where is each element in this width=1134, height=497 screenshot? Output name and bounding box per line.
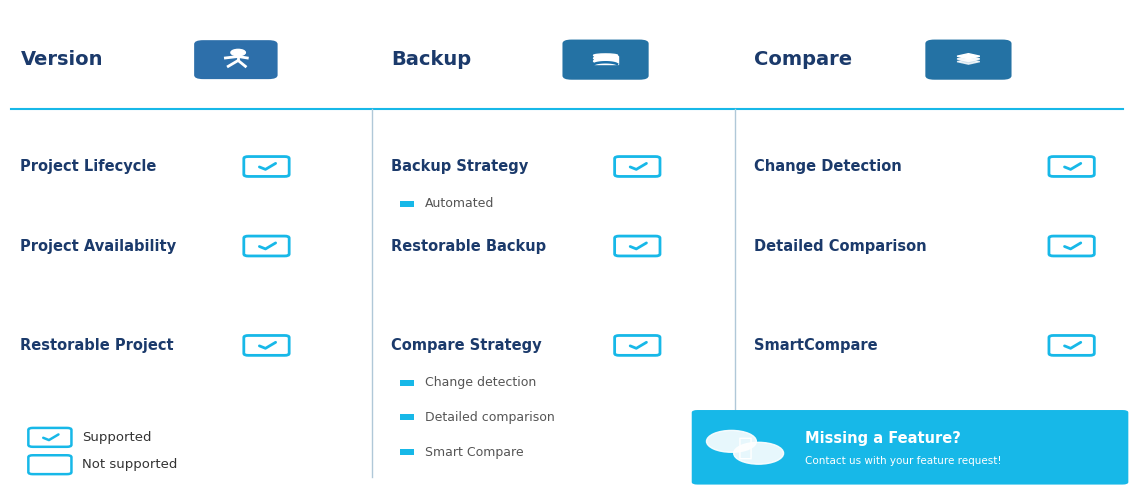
Text: Compare: Compare: [754, 50, 853, 69]
Text: Not supported: Not supported: [82, 458, 177, 471]
Text: Missing a Feature?: Missing a Feature?: [805, 431, 960, 446]
FancyBboxPatch shape: [400, 380, 414, 386]
FancyBboxPatch shape: [692, 410, 1128, 485]
FancyBboxPatch shape: [28, 455, 71, 474]
FancyBboxPatch shape: [1049, 335, 1094, 355]
Circle shape: [734, 442, 784, 464]
FancyBboxPatch shape: [562, 40, 649, 80]
FancyBboxPatch shape: [244, 157, 289, 176]
Ellipse shape: [593, 57, 618, 60]
FancyBboxPatch shape: [1049, 157, 1094, 176]
Text: Project Availability: Project Availability: [20, 239, 177, 253]
Polygon shape: [957, 54, 980, 59]
FancyBboxPatch shape: [400, 414, 414, 420]
Text: Restorable Backup: Restorable Backup: [391, 239, 547, 253]
Text: Backup Strategy: Backup Strategy: [391, 159, 528, 174]
Text: SmartCompare: SmartCompare: [754, 338, 878, 353]
Polygon shape: [957, 59, 980, 64]
Text: Automated: Automated: [425, 197, 494, 210]
FancyBboxPatch shape: [400, 201, 414, 207]
FancyBboxPatch shape: [244, 236, 289, 256]
Text: Project Lifecycle: Project Lifecycle: [20, 159, 156, 174]
FancyBboxPatch shape: [28, 428, 71, 447]
FancyBboxPatch shape: [194, 40, 278, 79]
Text: Change detection: Change detection: [425, 376, 536, 389]
FancyBboxPatch shape: [244, 335, 289, 355]
Text: Detailed Comparison: Detailed Comparison: [754, 239, 926, 253]
FancyBboxPatch shape: [400, 449, 414, 455]
Ellipse shape: [593, 60, 618, 63]
Circle shape: [706, 430, 756, 452]
FancyBboxPatch shape: [615, 335, 660, 355]
Polygon shape: [957, 56, 980, 62]
FancyBboxPatch shape: [615, 157, 660, 176]
Ellipse shape: [593, 54, 618, 57]
Text: Restorable Project: Restorable Project: [20, 338, 174, 353]
Text: Change Detection: Change Detection: [754, 159, 902, 174]
FancyBboxPatch shape: [925, 40, 1012, 80]
Text: Contact us with your feature request!: Contact us with your feature request!: [805, 456, 1001, 466]
Text: 🧩: 🧩: [737, 435, 753, 459]
Text: Supported: Supported: [82, 431, 151, 444]
Circle shape: [231, 49, 245, 56]
Bar: [593, 56, 618, 65]
Text: Smart Compare: Smart Compare: [425, 446, 524, 459]
FancyBboxPatch shape: [1049, 236, 1094, 256]
Text: Compare Strategy: Compare Strategy: [391, 338, 542, 353]
FancyBboxPatch shape: [615, 236, 660, 256]
Text: Version: Version: [20, 50, 103, 69]
Text: Backup: Backup: [391, 50, 472, 69]
Text: Detailed comparison: Detailed comparison: [425, 411, 555, 424]
